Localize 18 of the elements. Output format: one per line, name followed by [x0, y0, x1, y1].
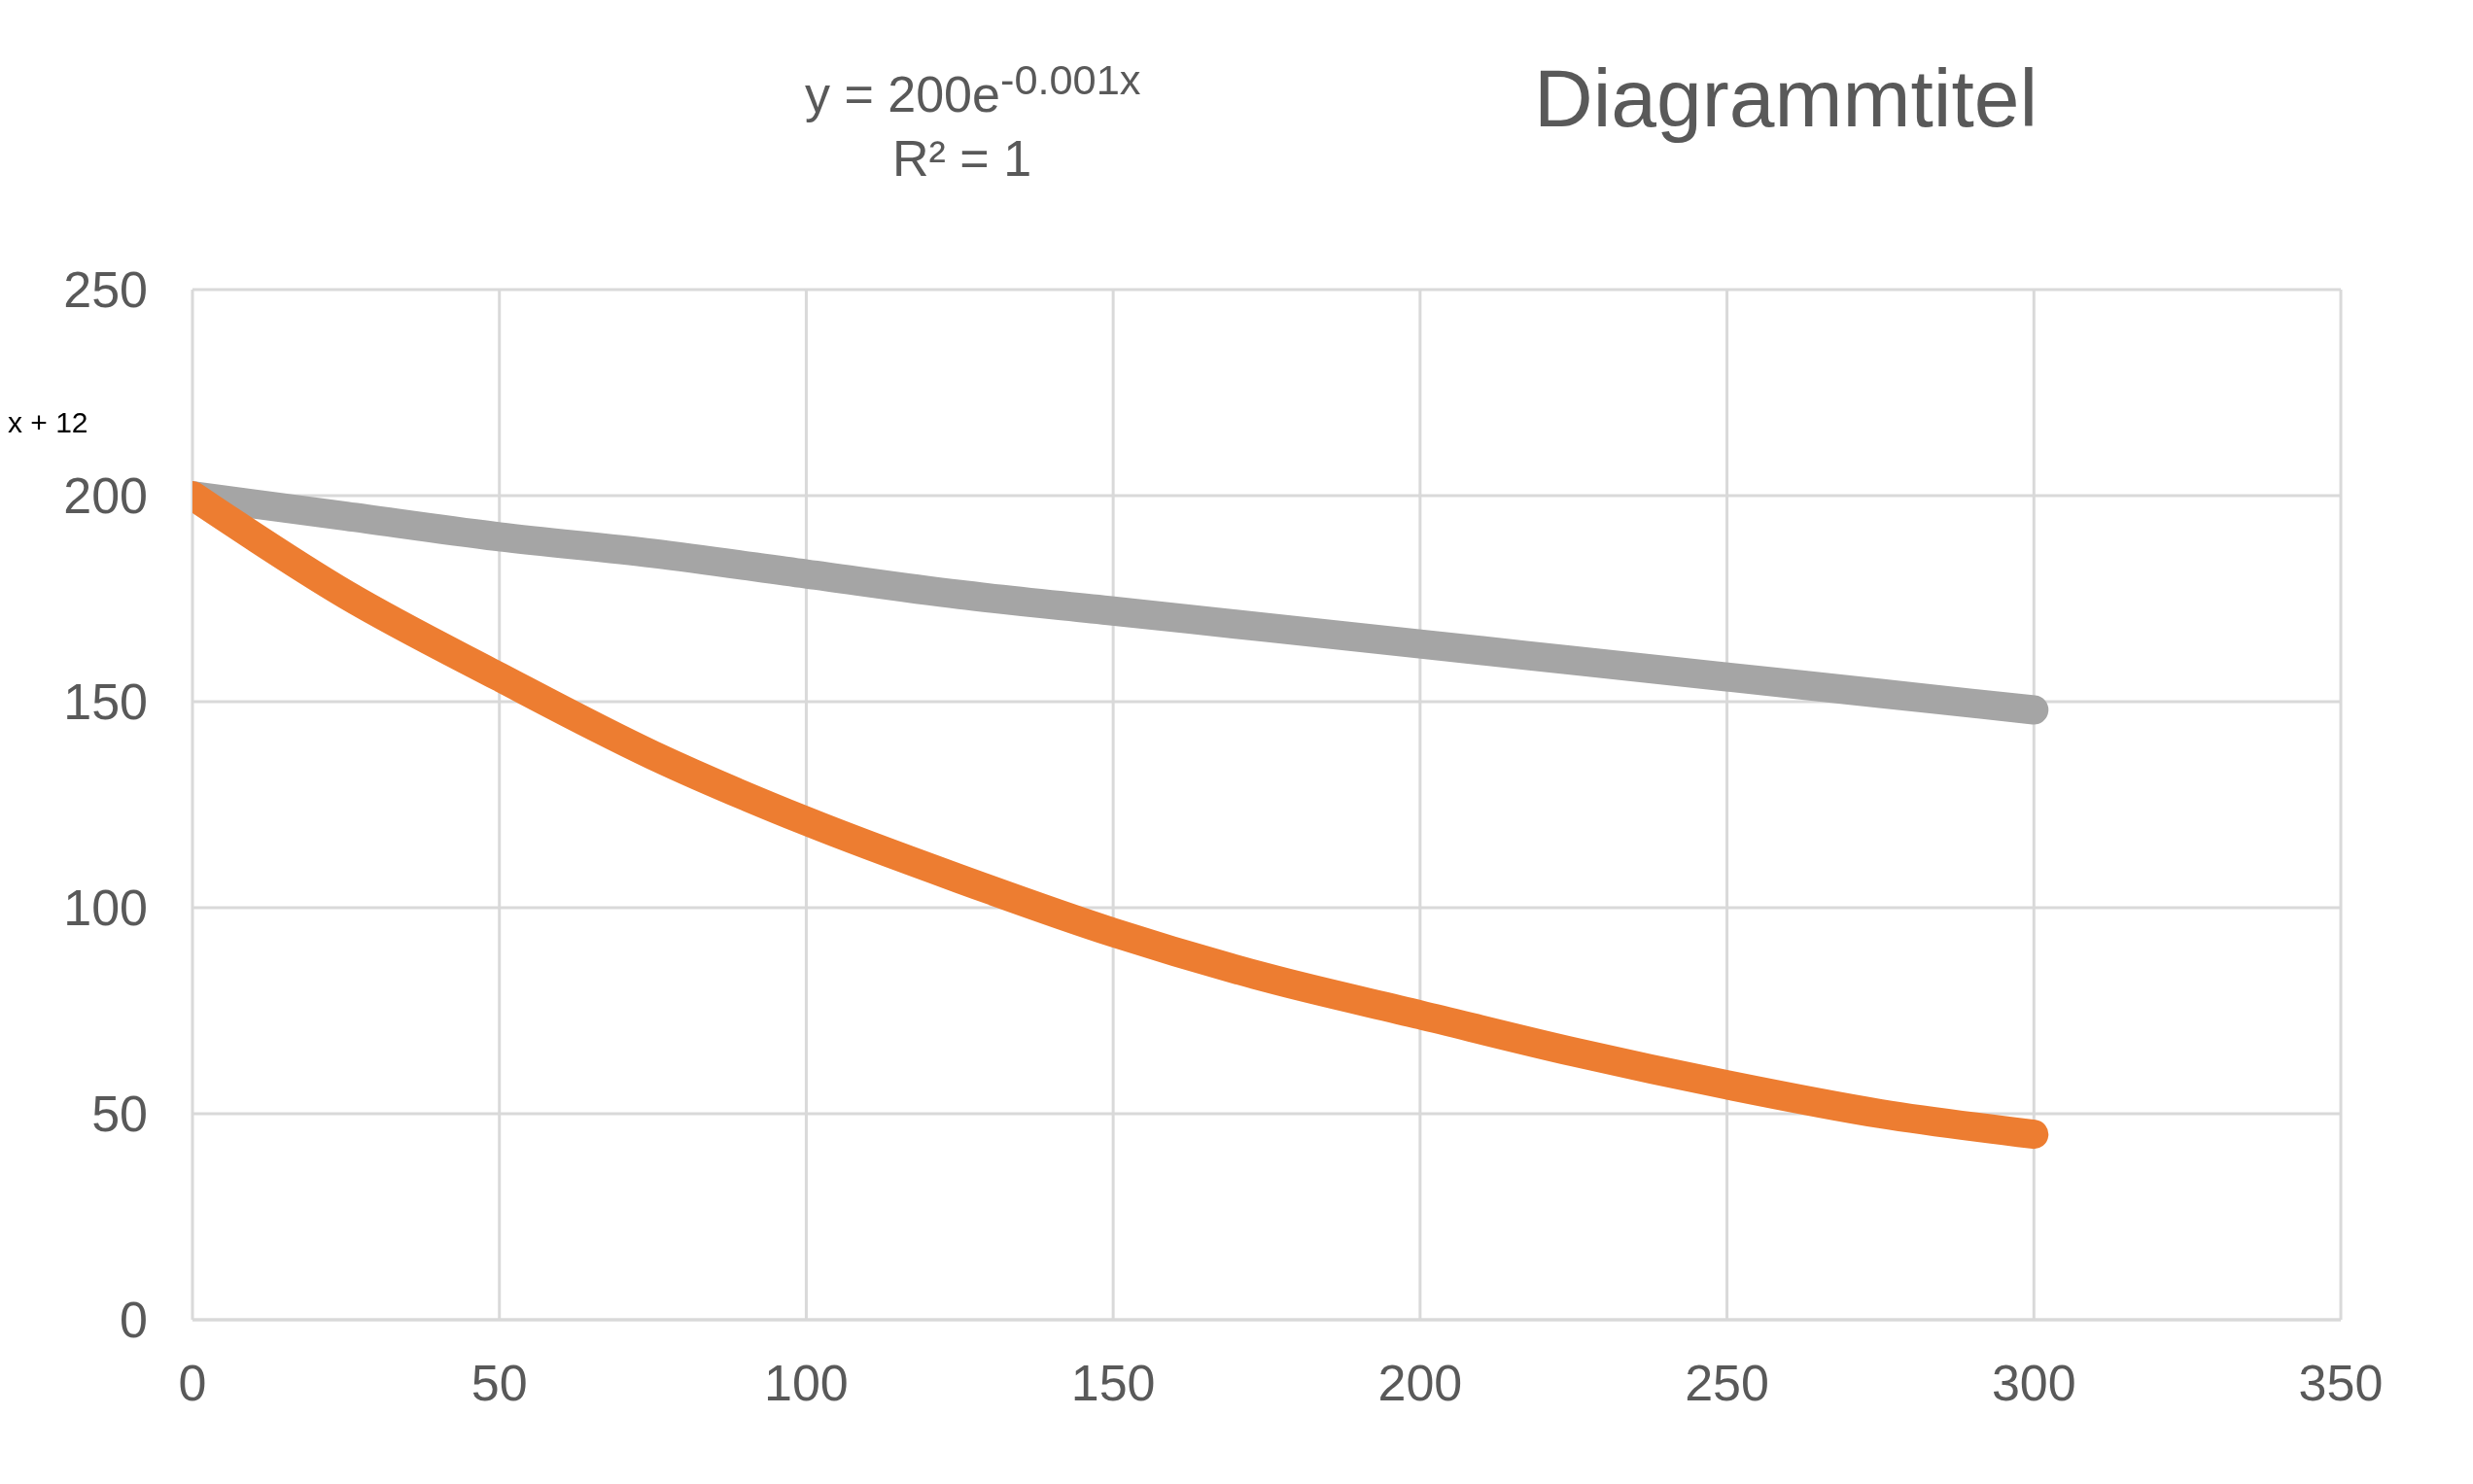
x-tick-label: 250	[1685, 1354, 1769, 1411]
text: R² = 1	[892, 129, 1032, 188]
y-tick-label: 150	[63, 673, 148, 731]
chart-title: Diagrammtitel	[1534, 52, 2038, 146]
x-tick-label: 350	[2298, 1354, 2384, 1411]
x-tick-label: 200	[1377, 1354, 1463, 1411]
x-tick-label: 150	[1070, 1354, 1156, 1411]
y-tick-label: 100	[63, 880, 148, 937]
y-tick-label: 200	[63, 467, 148, 525]
x-tick-label: 100	[764, 1354, 849, 1411]
text: y = 200e$^{-0.001x}$	[805, 56, 1141, 124]
y-tick-label: 50	[91, 1086, 148, 1143]
x-tick-label: 0	[178, 1354, 207, 1411]
x-tick-label: 300	[1991, 1354, 2076, 1411]
text: x + 12	[8, 406, 88, 439]
x-tick-label: 50	[470, 1354, 528, 1411]
y-tick-label: 250	[63, 261, 148, 319]
y-tick-label: 0	[120, 1292, 148, 1349]
